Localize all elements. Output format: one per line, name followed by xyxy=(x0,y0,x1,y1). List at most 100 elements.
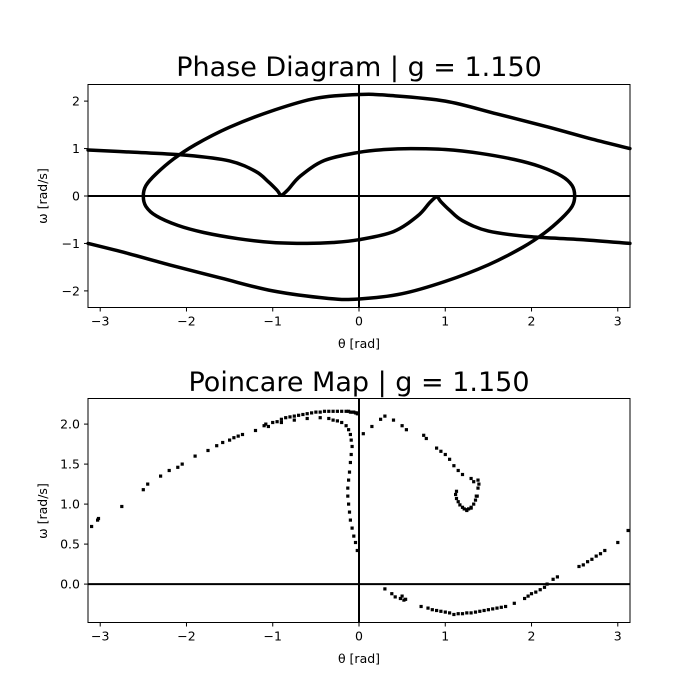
poincare-map-point xyxy=(347,502,351,506)
poincare-map-point xyxy=(422,433,426,437)
poincare-map-xtick-label: 0 xyxy=(355,629,363,644)
poincare-map-point xyxy=(318,416,322,420)
poincare-map-point xyxy=(486,608,490,612)
poincare-map-point xyxy=(391,418,396,422)
poincare-map-point xyxy=(400,594,404,598)
poincare-map-xtick-label: −1 xyxy=(264,629,282,644)
poincare-map-point xyxy=(180,462,184,466)
poincare-map-point xyxy=(452,464,456,468)
poincare-map-point xyxy=(90,524,94,529)
poincare-map-point xyxy=(454,492,458,497)
poincare-map-point xyxy=(435,446,439,450)
poincare-map-point xyxy=(350,444,354,449)
poincare-map-point xyxy=(350,410,354,414)
poincare-map-y-ticks: 0.0 0.5 1.0 1.5 2.0 xyxy=(60,417,88,592)
phase-diagram-y-ticks: −2 −1 0 1 2 xyxy=(62,94,88,298)
poincare-map-point xyxy=(350,526,354,530)
poincare-map-point xyxy=(448,611,452,615)
poincare-map-point xyxy=(232,436,236,440)
poincare-map-point xyxy=(473,610,478,614)
poincare-map-point xyxy=(346,494,350,498)
poincare-map-point xyxy=(460,612,465,616)
poincare-map-point xyxy=(348,518,352,522)
poincare-map-point xyxy=(526,594,530,598)
poincare-map-point xyxy=(288,415,292,419)
poincare-map-point xyxy=(215,444,219,448)
poincare-map-point xyxy=(529,592,534,596)
poincare-map-point xyxy=(383,414,387,418)
phase-diagram-ytick-label: 0 xyxy=(72,189,80,204)
poincare-map-point xyxy=(577,564,581,569)
poincare-map-xtick-label: 3 xyxy=(614,629,622,644)
poincare-map-point xyxy=(495,606,499,610)
poincare-map-point xyxy=(284,416,288,420)
poincare-map-point xyxy=(352,410,356,414)
poincare-map-point xyxy=(236,434,240,438)
poincare-map-ytick-label: 0.5 xyxy=(60,537,80,552)
phase-diagram-xtick-label: 1 xyxy=(441,314,449,329)
poincare-map-point xyxy=(335,409,339,413)
poincare-map-point xyxy=(393,595,397,599)
poincare-map-point xyxy=(404,597,408,601)
poincare-map-point xyxy=(331,418,335,422)
poincare-map-reference-lines xyxy=(88,398,630,623)
poincare-map-xtick-label: −3 xyxy=(91,629,109,644)
poincare-map-point xyxy=(426,606,430,610)
poincare-map-point xyxy=(465,508,469,513)
poincare-map-point xyxy=(499,605,503,609)
poincare-map-point xyxy=(383,587,387,591)
poincare-map-point xyxy=(355,548,359,553)
poincare-map-point xyxy=(467,507,471,511)
poincare-map-title: Poincare Map | g = 1.150 xyxy=(188,367,529,398)
poincare-map-ytick-label: 1.5 xyxy=(60,457,80,472)
poincare-map-point xyxy=(206,448,210,453)
poincare-map-point xyxy=(454,489,459,493)
poincare-map-point xyxy=(439,449,443,453)
poincare-map-point xyxy=(262,424,266,428)
poincare-map-point xyxy=(379,417,383,421)
poincare-map-point xyxy=(292,418,296,422)
poincare-map-point xyxy=(271,420,275,425)
poincare-map-point xyxy=(465,611,469,615)
poincare-map-point xyxy=(322,409,327,413)
poincare-map-point xyxy=(594,554,598,558)
poincare-map-point xyxy=(448,457,452,461)
poincare-map-point xyxy=(176,465,180,469)
poincare-map-point xyxy=(167,468,171,473)
phase-diagram-xtick-label: 2 xyxy=(528,314,536,329)
poincare-map-point xyxy=(344,424,348,428)
poincare-map-point xyxy=(469,611,473,615)
poincare-map-point xyxy=(279,420,283,425)
poincare-map-point xyxy=(456,500,460,504)
poincare-map-point xyxy=(318,410,322,414)
poincare-map-point xyxy=(472,480,476,484)
poincare-map-point xyxy=(221,440,225,445)
poincare-map-point xyxy=(344,409,348,413)
poincare-map-point xyxy=(141,488,145,492)
poincare-map-point xyxy=(616,540,620,545)
poincare-map-xtick-label: 2 xyxy=(528,629,536,644)
poincare-map-point xyxy=(349,452,353,457)
poincare-map-point xyxy=(297,413,301,417)
poincare-map-point xyxy=(314,410,318,414)
poincare-map-point xyxy=(349,438,353,442)
phase-diagram-xtick-label: −3 xyxy=(91,314,109,329)
poincare-map-point xyxy=(472,502,476,506)
poincare-map-point xyxy=(353,540,358,545)
poincare-map-point xyxy=(240,432,245,437)
poincare-map-point xyxy=(477,482,481,486)
poincare-map-point xyxy=(538,588,542,592)
poincare-map-ytick-label: 2.0 xyxy=(60,417,80,432)
poincare-map-point xyxy=(347,510,352,514)
poincare-map-point xyxy=(228,438,232,442)
poincare-map-point xyxy=(340,420,344,425)
poincare-map-point xyxy=(398,596,402,601)
poincare-map-point xyxy=(400,424,404,428)
poincare-map-point xyxy=(474,494,478,498)
phase-diagram-xtick-label: −2 xyxy=(177,314,195,329)
poincare-map-point xyxy=(327,409,331,413)
phase-diagram-x-ticks: −3 −2 −1 0 1 2 3 xyxy=(91,307,622,329)
poincare-map-point xyxy=(581,563,585,567)
poincare-map-x-axis-label: θ [rad] xyxy=(338,651,380,666)
